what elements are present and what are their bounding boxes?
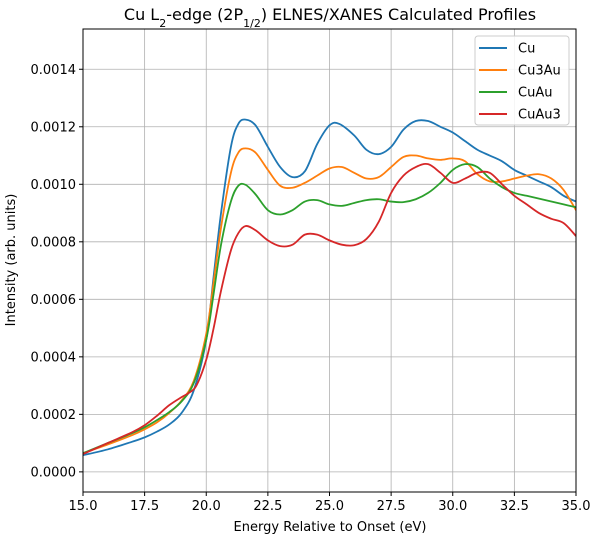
series-line-cu (83, 118, 576, 457)
y-tick-label: 0.0008 (31, 235, 77, 250)
x-tick-label: 25.0 (315, 499, 344, 514)
y-tick-label: 0.0004 (31, 350, 77, 365)
x-tick-label: 15.0 (69, 499, 98, 514)
y-axis-label: Intensity (arb. units) (4, 194, 19, 327)
x-tick-label: 30.0 (438, 499, 467, 514)
legend-label-cu3au: Cu3Au (518, 64, 561, 79)
chart-title: Cu L2-edge (2P1/2) ELNES/XANES Calculate… (124, 5, 536, 30)
x-axis-ticks: 15.0 17.5 20.0 22.5 25.0 27.5 30.0 32.5 35.0 (69, 492, 591, 514)
series-line-cuau3 (83, 163, 576, 455)
x-axis-label: Energy Relative to Onset (eV) (234, 520, 427, 535)
series-lines (83, 118, 576, 457)
legend-box (474, 35, 570, 126)
x-tick-label: 32.5 (500, 499, 529, 514)
y-axis-ticks: 0.0000 0.0002 0.0004 0.0006 0.0008 0.0010 0.00… (31, 63, 83, 480)
legend-label-cuau: CuAu (518, 86, 552, 101)
x-tick-label: 27.5 (377, 499, 406, 514)
legend-label-cu: Cu (518, 42, 535, 57)
x-tick-label: 17.5 (130, 499, 159, 514)
y-tick-label: 0.0006 (31, 293, 77, 308)
y-tick-label: 0.0014 (31, 63, 77, 78)
y-tick-label: 0.0002 (31, 408, 77, 423)
series-line-cuau (83, 163, 576, 455)
y-tick-label: 0.0000 (31, 465, 77, 480)
legend-label-cuau3: CuAu3 (518, 108, 561, 123)
x-tick-label: 35.0 (562, 499, 591, 514)
legend: Cu Cu3Au CuAu CuAu3 (474, 35, 570, 126)
y-tick-label: 0.0012 (31, 120, 77, 135)
x-tick-label: 22.5 (253, 499, 282, 514)
x-tick-label: 20.0 (192, 499, 221, 514)
y-tick-label: 0.0010 (31, 178, 77, 193)
